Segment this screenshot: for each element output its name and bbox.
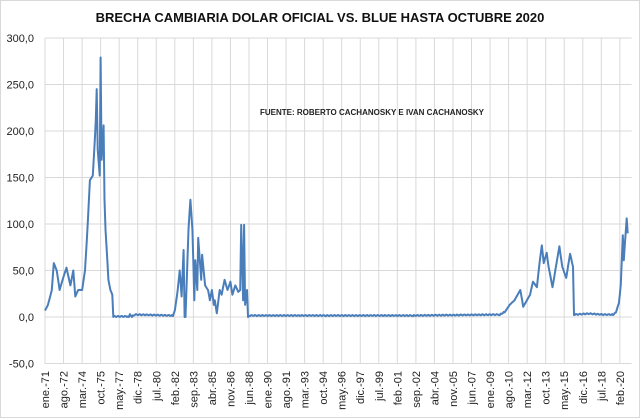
x-tick-label: oct.-75	[96, 371, 108, 405]
source-annotation: FUENTE: ROBERTO CACHANOSKY E IVAN CACHAN…	[260, 108, 485, 117]
x-tick-label: may.-96	[337, 371, 349, 410]
y-tick-label: 100,0	[6, 219, 34, 231]
y-tick-label: 200,0	[6, 126, 34, 138]
series	[44, 56, 629, 318]
x-tick-label: mar.-74	[77, 371, 89, 408]
y-tick-label: 0,0	[19, 312, 34, 324]
x-tick-label: feb.-01	[392, 371, 404, 405]
x-tick-label: feb.-82	[170, 371, 182, 405]
x-tick-label: jul.-80	[151, 371, 163, 402]
x-tick-label: mar.-93	[300, 371, 312, 408]
y-tick-label: 300,0	[6, 33, 34, 45]
x-tick-label: feb.-20	[615, 371, 627, 405]
y-tick-label: -50,0	[9, 359, 34, 371]
x-tick-label: oct.-94	[318, 371, 330, 405]
x-tick-label: jun.-07	[467, 371, 479, 406]
x-tick-label: ago.-91	[281, 371, 293, 408]
y-tick-label: 150,0	[6, 173, 34, 185]
y-tick-label: 50,0	[13, 266, 34, 278]
x-tick-label: dic.-16	[578, 371, 590, 404]
x-tick-label: mar.-12	[522, 371, 534, 408]
x-tick-label: jun.-88	[244, 371, 256, 406]
x-tick-label: jul.-18	[596, 371, 608, 402]
x-tick-label: ago.-72	[59, 371, 71, 408]
x-tick-label: oct.-13	[541, 371, 553, 405]
x-tick-label: nov.-86	[225, 371, 237, 407]
y-axis-labels: 300,0 250,0 200,0 150,0 100,0 50,0 0,0 -50,0	[6, 33, 34, 371]
x-tick-label: may.-15	[559, 371, 571, 410]
x-tick-label: ene.-09	[485, 371, 497, 408]
x-tick-label: sep.-83	[188, 371, 200, 408]
x-tick-label: ago.-10	[504, 371, 516, 408]
x-tick-label: dic.-97	[355, 371, 367, 404]
y-tick-label: 250,0	[6, 80, 34, 92]
x-tick-label: nov.-05	[448, 371, 460, 407]
x-tick-label: ene.-71	[40, 371, 52, 408]
chart-title: BRECHA CAMBIARIA DOLAR OFICIAL VS. BLUE …	[96, 10, 545, 25]
x-tick-label: may.-77	[114, 371, 126, 410]
x-axis-labels: ene.-71 ago.-72 mar.-74 oct.-75 may.-77 dic.-…	[40, 371, 627, 410]
series-line	[44, 56, 629, 318]
x-tick-label: sep.-02	[411, 371, 423, 408]
x-tick-label: ene.-90	[263, 371, 275, 408]
x-tick-label: dic.-78	[133, 371, 145, 404]
x-tick-label: abr.-85	[207, 371, 219, 405]
x-tick-label: jul.-99	[374, 371, 386, 402]
x-tick-label: abr.-04	[429, 371, 441, 405]
